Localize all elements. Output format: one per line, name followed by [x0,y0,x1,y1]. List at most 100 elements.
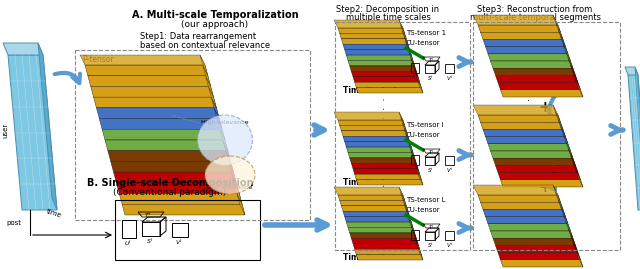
Text: Time Scale L: Time Scale L [343,253,397,262]
Polygon shape [498,253,580,260]
Text: CU-tensor: CU-tensor [406,207,440,213]
Polygon shape [351,71,418,77]
Polygon shape [411,58,417,71]
Polygon shape [498,83,580,90]
Polygon shape [493,68,575,75]
Text: +: + [539,180,552,196]
Polygon shape [417,80,423,93]
Text: Time Scale i: Time Scale i [343,178,395,187]
Polygon shape [407,139,413,153]
Polygon shape [409,52,415,66]
Text: $U^I$: $U^I$ [124,239,132,248]
Polygon shape [343,211,410,217]
Text: ·  ·  ·: · · · [380,97,390,119]
Text: $U^i$: $U^i$ [412,241,419,250]
Polygon shape [415,74,421,88]
Polygon shape [556,22,563,39]
Polygon shape [345,217,412,222]
Polygon shape [105,140,228,151]
Polygon shape [495,165,578,173]
Text: $S^i$: $S^i$ [427,241,434,250]
Polygon shape [8,55,57,210]
Polygon shape [403,123,408,136]
Polygon shape [573,243,580,260]
Polygon shape [346,222,413,228]
Polygon shape [488,144,570,151]
Polygon shape [473,105,558,115]
Polygon shape [563,214,570,231]
Polygon shape [91,86,214,97]
Polygon shape [486,137,568,144]
Polygon shape [412,155,418,169]
Polygon shape [341,39,408,44]
Text: ·  ·: · · [525,89,535,101]
Polygon shape [122,204,245,215]
Polygon shape [561,37,568,54]
Polygon shape [478,115,561,122]
Polygon shape [97,108,220,119]
Polygon shape [355,249,421,254]
Polygon shape [338,120,404,125]
Polygon shape [635,67,640,210]
Text: (Conventional paradigm): (Conventional paradigm) [113,188,227,197]
Polygon shape [568,228,575,245]
Polygon shape [401,117,406,131]
Polygon shape [563,134,570,151]
Text: $S^i$: $S^i$ [427,166,434,175]
Polygon shape [481,202,563,209]
Polygon shape [401,25,406,39]
Polygon shape [488,54,570,61]
Polygon shape [349,233,417,238]
Polygon shape [493,238,575,245]
Text: (our approach): (our approach) [181,20,248,29]
Polygon shape [237,194,245,215]
Polygon shape [116,183,239,194]
Polygon shape [558,119,566,137]
Polygon shape [346,147,413,153]
Polygon shape [348,153,415,158]
Polygon shape [209,87,216,108]
Polygon shape [406,209,412,222]
Polygon shape [558,29,566,47]
Text: ·  ·  ·: · · · [380,174,390,196]
Polygon shape [343,136,410,142]
Text: Step1: Data rearrangement: Step1: Data rearrangement [140,32,256,41]
Polygon shape [404,36,410,50]
Polygon shape [573,73,580,90]
Polygon shape [108,151,230,161]
Text: +: + [539,101,552,115]
Polygon shape [409,220,415,233]
Polygon shape [356,180,423,185]
Polygon shape [490,151,573,158]
Polygon shape [490,61,573,68]
Polygon shape [575,80,583,97]
Text: CU-tensor: CU-tensor [406,132,440,138]
Polygon shape [351,163,418,169]
Polygon shape [406,42,412,55]
Polygon shape [353,244,420,249]
Polygon shape [473,15,558,25]
Polygon shape [340,125,406,131]
Polygon shape [348,61,415,66]
Polygon shape [353,169,420,174]
Polygon shape [566,51,573,68]
Polygon shape [334,20,403,28]
Polygon shape [561,127,568,144]
Polygon shape [345,142,412,147]
Polygon shape [481,122,563,129]
Polygon shape [348,228,415,233]
Polygon shape [414,69,420,82]
Polygon shape [403,198,408,211]
Polygon shape [500,90,583,97]
Polygon shape [553,15,561,32]
Polygon shape [500,180,583,187]
Polygon shape [341,206,408,211]
Polygon shape [404,203,410,217]
Polygon shape [563,44,570,61]
Text: Low relevance: Low relevance [207,185,253,190]
Polygon shape [404,128,410,142]
Polygon shape [483,209,566,217]
Polygon shape [406,134,412,147]
Polygon shape [575,170,583,187]
Polygon shape [486,47,568,54]
